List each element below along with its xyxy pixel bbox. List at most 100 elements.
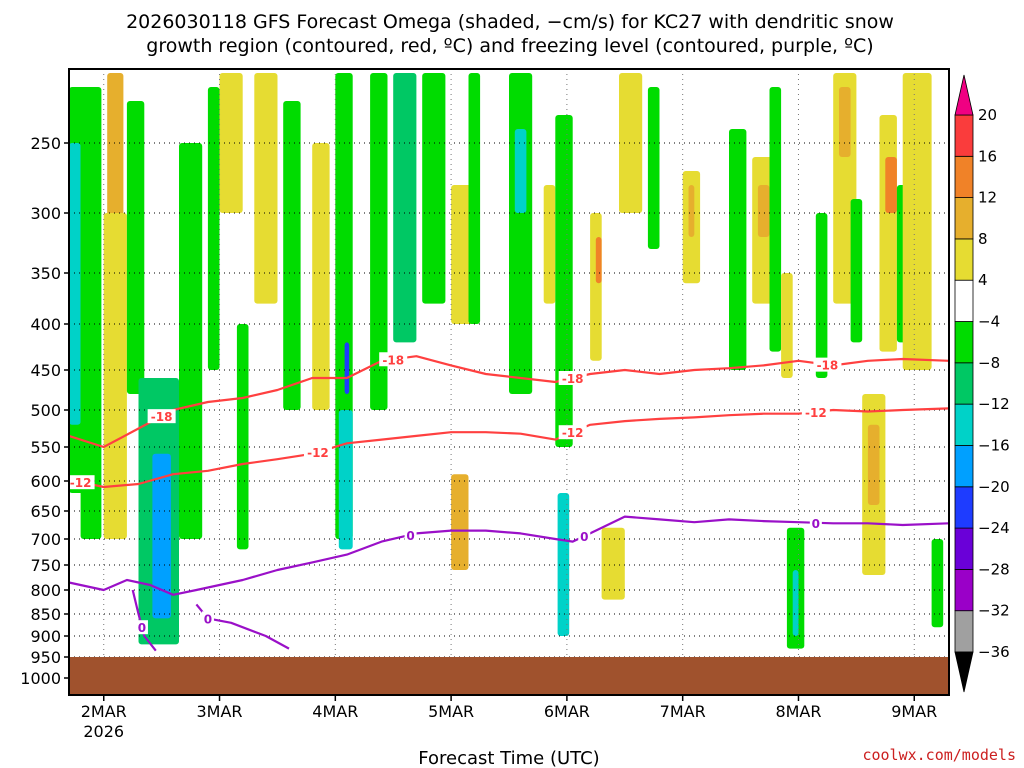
y-tick-label-300: 300 bbox=[30, 204, 61, 223]
colorbar-label-7: −12 bbox=[978, 395, 1010, 413]
colorbar-label-5: −4 bbox=[978, 313, 1000, 331]
omega-cell-35 bbox=[688, 185, 695, 237]
contour-label-bg-4-0 bbox=[201, 611, 214, 626]
y-tick-label-600: 600 bbox=[30, 472, 61, 491]
colorbar-segment-13 bbox=[954, 114, 974, 157]
y-tick-label-750: 750 bbox=[30, 556, 61, 575]
y-tick-label-450: 450 bbox=[30, 361, 61, 380]
omega-cell-53 bbox=[902, 73, 932, 370]
omega-cell-42 bbox=[792, 570, 799, 636]
contour-label-1-0: -12 bbox=[70, 476, 92, 490]
colorbar-label-4: 4 bbox=[978, 271, 988, 289]
omega-cell-31 bbox=[601, 527, 625, 600]
omega-cell-9 bbox=[179, 143, 203, 539]
omega-cell-8 bbox=[152, 453, 171, 619]
omega-cell-25 bbox=[509, 73, 533, 394]
colorbar-label-8: −16 bbox=[978, 436, 1010, 454]
contour-label-bg-0-2 bbox=[558, 371, 587, 385]
omega-cell-6 bbox=[126, 101, 145, 394]
contour-label-bg-0-0 bbox=[147, 409, 176, 424]
omega-cell-13 bbox=[254, 73, 278, 304]
grid-layer bbox=[69, 69, 949, 695]
omega-cell-20 bbox=[393, 73, 417, 343]
omega-cell-51 bbox=[885, 157, 897, 213]
contour-label-bg-3-0 bbox=[135, 620, 148, 635]
colorbar-label-11: −28 bbox=[978, 560, 1010, 578]
x-axis-label: Forecast Time (UTC) bbox=[418, 748, 599, 768]
colorbar-segment-9 bbox=[954, 279, 974, 322]
omega-cell-49 bbox=[867, 424, 880, 505]
omega-cell-54 bbox=[931, 539, 944, 628]
omega-cell-50 bbox=[879, 115, 897, 352]
contour-line-0 bbox=[68, 355, 950, 449]
omega-cell-43 bbox=[781, 273, 793, 378]
contour-label-1-1: -12 bbox=[307, 446, 329, 460]
colorbar-segment-6 bbox=[954, 403, 974, 446]
colorbar-segment-4 bbox=[954, 486, 974, 529]
chart-title-line-1: 2026030118 GFS Forecast Omega (shaded, −… bbox=[126, 11, 894, 33]
y-tick-label-900: 900 bbox=[30, 627, 61, 646]
omega-cell-29 bbox=[590, 213, 602, 361]
contour-label-0-0: -18 bbox=[151, 410, 173, 424]
omega-cell-19 bbox=[370, 73, 388, 410]
plot-frame bbox=[68, 68, 950, 696]
omega-cell-23 bbox=[451, 474, 469, 570]
omega-cell-47 bbox=[850, 199, 863, 343]
colorbar-top-arrow bbox=[954, 74, 974, 116]
contour-label-2-2: 0 bbox=[812, 517, 820, 531]
omega-cell-24 bbox=[468, 73, 481, 324]
y-tick-label-650: 650 bbox=[30, 502, 61, 521]
y-tick-label-550: 550 bbox=[30, 438, 61, 457]
omega-cell-27 bbox=[543, 185, 556, 304]
colorbar-segment-2 bbox=[954, 569, 974, 612]
omega-cell-12 bbox=[236, 324, 249, 550]
colorbar-label-9: −20 bbox=[978, 478, 1010, 496]
omega-cell-21 bbox=[422, 73, 446, 304]
contour-layer: -18 -18 -18 -18 -12 -12 -12 -12 0 0 0 0 0 bbox=[66, 352, 950, 652]
y-tick-label-1000: 1000 bbox=[20, 669, 61, 688]
omega-cell-33 bbox=[619, 73, 643, 213]
omega-cell-17 bbox=[344, 342, 350, 394]
colorbar-segment-7 bbox=[954, 362, 974, 405]
colorbar-label-3: 8 bbox=[978, 230, 988, 248]
contour-label-1-2: -12 bbox=[562, 426, 584, 440]
colorbar-label-12: −32 bbox=[978, 602, 1010, 620]
omega-cell-2 bbox=[80, 87, 102, 539]
contour-label-3-0: 0 bbox=[138, 621, 146, 635]
colorbar-bottom-arrow bbox=[954, 651, 974, 693]
colorbar-label-0: 20 bbox=[978, 106, 997, 124]
contour-label-1-3: -12 bbox=[805, 406, 827, 420]
y-tick-label-950: 950 bbox=[30, 648, 61, 667]
omega-cell-32 bbox=[557, 493, 570, 636]
contour-line-2 bbox=[68, 515, 950, 596]
colorbar-segment-10 bbox=[954, 238, 974, 281]
contour-label-bg-1-3 bbox=[801, 404, 830, 419]
colorbar-label-6: −8 bbox=[978, 354, 1000, 372]
omega-cell-26 bbox=[514, 129, 527, 213]
y-tick-label-800: 800 bbox=[30, 581, 61, 600]
contour-label-bg-0-3 bbox=[813, 357, 842, 372]
contour-label-bg-0-1 bbox=[379, 352, 408, 367]
x-tick-label-3MAR: 3MAR bbox=[197, 702, 243, 721]
x-tick-label-8MAR: 8MAR bbox=[775, 702, 821, 721]
contour-label-bg-2-2 bbox=[809, 515, 822, 530]
contour-label-bg-1-0 bbox=[66, 475, 95, 490]
omega-cell-10 bbox=[207, 87, 220, 370]
x-tick-label-6MAR: 6MAR bbox=[544, 702, 590, 721]
contour-line-1 bbox=[68, 407, 950, 489]
y-tick-label-700: 700 bbox=[30, 530, 61, 549]
chart-title-line-2: growth region (contoured, red, ºC) and f… bbox=[146, 35, 873, 57]
colorbar-segment-1 bbox=[954, 610, 974, 653]
contour-label-bg-1-2 bbox=[558, 425, 587, 440]
colorbar-label-10: −24 bbox=[978, 519, 1010, 537]
colorbar-segment-5 bbox=[954, 445, 974, 488]
omega-cell-37 bbox=[729, 129, 747, 370]
x-tick-label-4MAR: 4MAR bbox=[312, 702, 358, 721]
contour-label-bg-2-1 bbox=[578, 529, 591, 544]
colorbar-label-2: 12 bbox=[978, 189, 997, 207]
omega-cell-39 bbox=[757, 185, 770, 237]
y-tick-label-850: 850 bbox=[30, 605, 61, 624]
colorbar: 20 16 12 8 4 −4 −8 −12 −16 −20 −24 −28 −32 −36 bbox=[954, 74, 1010, 693]
contour-label-0-3: -18 bbox=[817, 359, 839, 373]
